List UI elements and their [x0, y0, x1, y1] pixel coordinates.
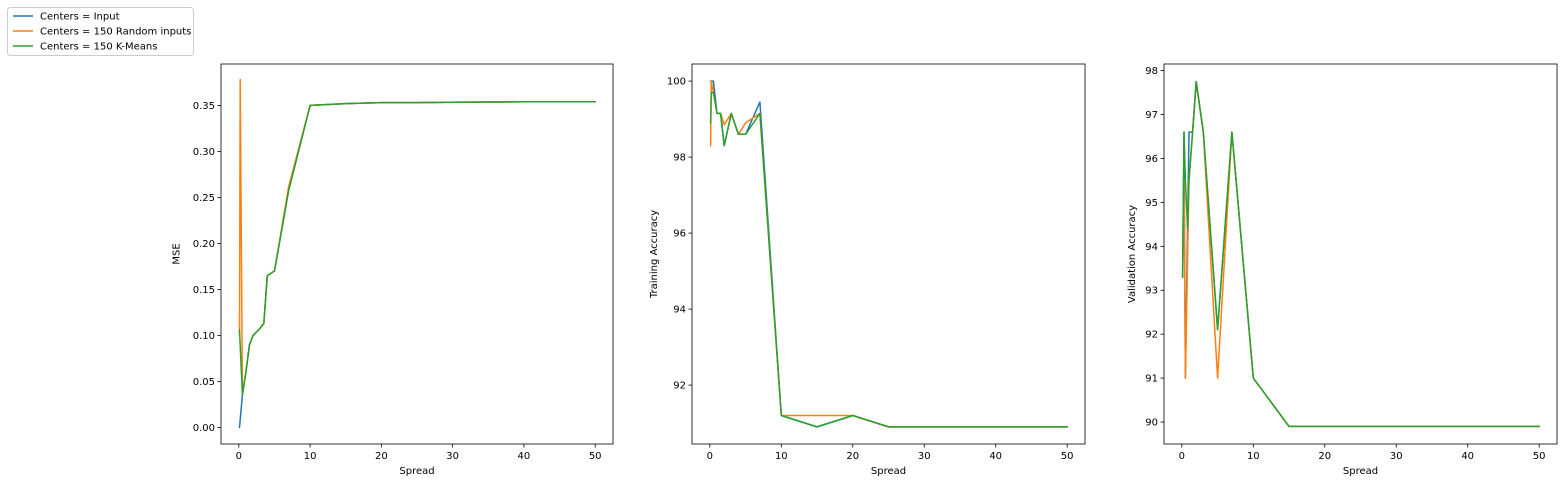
x-axis-title: Spread	[871, 466, 906, 477]
y-tick-label: 96	[673, 229, 686, 240]
y-axis-title: Training Accuracy	[649, 210, 660, 299]
legend: Centers = Input Centers = 150 Random inpu…	[7, 7, 194, 56]
x-tick-label: 20	[1318, 451, 1331, 462]
x-tick-label: 10	[775, 451, 788, 462]
x-tick-label: 20	[375, 451, 388, 462]
y-tick-label: 98	[1145, 66, 1158, 77]
y-tick-label: 0.30	[193, 147, 215, 158]
y-tick-label: 100	[667, 77, 686, 88]
x-tick-label: 40	[989, 451, 1002, 462]
y-tick-label: 0.35	[193, 101, 215, 112]
subplot-1: 0 10 20 30 40 50 0.00 0.05 0.10 0.15 0.20 0.25 0.30 0…	[171, 63, 614, 477]
series-line-2	[238, 78, 596, 395]
x-tick-label: 40	[1461, 451, 1474, 462]
y-axis-title: MSE	[171, 243, 182, 264]
x-tick-label: 0	[707, 451, 713, 462]
y-tick-label: 95	[1145, 198, 1158, 209]
series-line-3	[1181, 80, 1540, 428]
series-line-1	[238, 100, 596, 429]
legend-label-1: Centers = Input	[40, 12, 120, 23]
series-line-3	[709, 91, 1068, 428]
y-tick-label: 0.25	[193, 193, 215, 204]
y-tick-label: 94	[1145, 242, 1158, 253]
x-tick-label: 0	[236, 451, 242, 462]
y-tick-label: 94	[673, 305, 686, 316]
x-tick-label: 0	[1179, 451, 1185, 462]
x-tick-label: 40	[518, 451, 531, 462]
axes-frame	[691, 63, 1086, 445]
x-tick-label: 50	[1533, 451, 1546, 462]
x-tick-label: 10	[304, 451, 317, 462]
legend-label-3: Centers = 150 K-Means	[40, 42, 157, 53]
x-tick-label: 50	[1061, 451, 1074, 462]
y-tick-label: 91	[1145, 374, 1158, 385]
x-tick-label: 10	[1247, 451, 1260, 462]
series-line-1	[1181, 80, 1540, 428]
series-line-2	[709, 80, 1068, 428]
y-tick-label: 92	[673, 381, 686, 392]
x-tick-label: 20	[846, 451, 859, 462]
subplot-2: 0 10 20 30 40 50 92 94 96 98 100 Spread Training Acc…	[649, 63, 1086, 477]
axes-frame	[1163, 63, 1558, 445]
legend-box	[7, 7, 194, 56]
plots: 0 10 20 30 40 50 0.00 0.05 0.10 0.15 0.20 0.25 0.30 0…	[171, 63, 1558, 477]
x-tick-label: 50	[589, 451, 602, 462]
y-tick-label: 0.15	[193, 285, 215, 296]
y-tick-label: 90	[1145, 418, 1158, 429]
y-tick-label: 96	[1145, 154, 1158, 165]
y-tick-label: 92	[1145, 330, 1158, 341]
series-line-3	[238, 100, 596, 396]
y-tick-label: 0.05	[193, 377, 215, 388]
y-tick-label: 93	[1145, 286, 1158, 297]
x-axis-title: Spread	[1343, 466, 1378, 477]
y-tick-label: 97	[1145, 110, 1158, 121]
legend-label-2: Centers = 150 Random inputs	[40, 27, 191, 38]
y-tick-label: 0.20	[193, 239, 215, 250]
subplot-3: 0 10 20 30 40 50 90 91 92 93 94 95 96 97 98 Spread Valid…	[1127, 63, 1558, 477]
x-tick-label: 30	[1390, 451, 1403, 462]
series-line-2	[1181, 80, 1540, 428]
axes-frame	[220, 63, 614, 445]
y-tick-label: 0.00	[193, 423, 215, 434]
series-line-1	[709, 80, 1068, 428]
x-tick-label: 30	[918, 451, 931, 462]
y-tick-label: 0.10	[193, 331, 215, 342]
x-axis-title: Spread	[399, 466, 434, 477]
x-tick-label: 30	[446, 451, 459, 462]
y-tick-label: 98	[673, 153, 686, 164]
y-axis-title: Validation Accuracy	[1127, 205, 1138, 303]
